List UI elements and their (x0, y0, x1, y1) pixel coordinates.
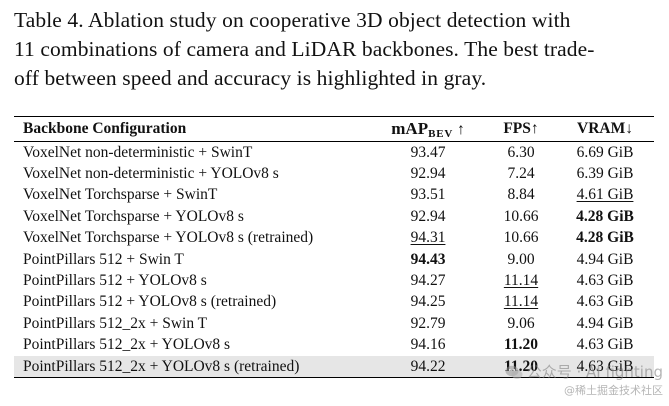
watermark-line-1: 公众号 · AI fighting (505, 363, 663, 384)
cell-fps: 9.06 (507, 314, 535, 332)
cell-map-second-best: 94.31 (410, 229, 446, 247)
cell-map: 94.22 (370, 355, 486, 378)
table-row: VoxelNet non-deterministic + SwinT 93.47… (14, 142, 654, 164)
watermark-line-2: @稀土掘金技术社区 (564, 384, 663, 397)
cell-vram-best: 4.28 GiB (576, 229, 634, 247)
table-row: PointPillars 512 + Swin T 94.43 9.00 4.9… (14, 249, 654, 270)
cell-map-best: 94.43 (410, 250, 446, 268)
cell-map: 94.25 (410, 293, 446, 311)
watermark-text-1: 公众号 · AI fighting (526, 363, 663, 381)
cell-fps-second-best: 11.14 (503, 272, 539, 290)
cell-fps-second-best: 11.14 (503, 293, 539, 311)
caption-line-3: off between speed and accuracy is highli… (14, 66, 487, 90)
header-map-arrow: ↑ (456, 120, 465, 138)
cell-vram: 4.63 GiB (576, 272, 634, 290)
cell-vram: 4.63 GiB (556, 355, 654, 378)
cell-map: 94.16 (410, 336, 446, 354)
table-row: VoxelNet Torchsparse + SwinT 93.51 8.84 … (14, 185, 654, 206)
ablation-table-wrapper: Backbone Configuration mAPBEV ↑ FPS↑ VRA… (14, 116, 654, 378)
cell-config: PointPillars 512 + YOLOv8 s (23, 272, 207, 290)
header-fps: FPS↑ (503, 120, 539, 137)
table-row: PointPillars 512_2x + YOLOv8 s 94.16 11.… (14, 335, 654, 356)
cell-config: PointPillars 512_2x + Swin T (23, 314, 208, 332)
cell-config: VoxelNet Torchsparse + SwinT (23, 186, 218, 204)
header-map-sub: BEV (428, 127, 454, 140)
table-row: PointPillars 512_2x + Swin T 92.79 9.06 … (14, 313, 654, 334)
cell-config: VoxelNet Torchsparse + YOLOv8 s (23, 207, 244, 225)
cell-fps: 10.66 (503, 207, 539, 225)
cell-map: 92.94 (410, 207, 446, 225)
cell-map: 93.51 (410, 186, 446, 204)
cell-map: 92.79 (410, 314, 446, 332)
header-map-main: mAP (391, 118, 429, 138)
cell-config: VoxelNet non-deterministic + SwinT (23, 143, 253, 161)
table-row: VoxelNet Torchsparse + YOLOv8 s (retrain… (14, 228, 654, 249)
table-caption: Table 4. Ablation study on cooperative 3… (14, 6, 664, 93)
cell-fps: 6.30 (507, 143, 535, 161)
cell-vram: 4.63 GiB (576, 293, 634, 311)
cell-vram: 4.94 GiB (576, 314, 634, 332)
cell-vram: 4.94 GiB (576, 250, 634, 268)
ablation-table: Backbone Configuration mAPBEV ↑ FPS↑ VRA… (14, 116, 654, 378)
header-backbone-configuration: Backbone Configuration (23, 120, 187, 137)
caption-line-1: Table 4. Ablation study on cooperative 3… (14, 8, 571, 32)
table-header-row: Backbone Configuration mAPBEV ↑ FPS↑ VRA… (14, 116, 654, 142)
table-row: PointPillars 512 + YOLOv8 s (retrained) … (14, 292, 654, 313)
cell-vram-second-best: 4.61 GiB (576, 186, 634, 204)
cell-config: PointPillars 512_2x + YOLOv8 s (retraine… (14, 355, 370, 378)
wechat-icon (505, 365, 523, 384)
cell-config: PointPillars 512 + YOLOv8 s (retrained) (23, 293, 277, 311)
watermark: 公众号 · AI fighting @稀土掘金技术社区 (505, 363, 663, 398)
table-row: VoxelNet Torchsparse + YOLOv8 s 92.94 10… (14, 206, 654, 227)
cell-fps: 7.24 (507, 165, 535, 183)
table-row: VoxelNet non-deterministic + YOLOv8 s 92… (14, 163, 654, 184)
cell-config: PointPillars 512_2x + YOLOv8 s (23, 336, 231, 354)
cell-fps-best: 11.20 (503, 336, 539, 354)
cell-map: 94.27 (410, 272, 446, 290)
header-map-bev: mAPBEV ↑ (370, 117, 486, 142)
cell-config: VoxelNet Torchsparse + YOLOv8 s (retrain… (23, 229, 314, 247)
cell-vram: 6.39 GiB (576, 165, 634, 183)
cell-vram: 6.69 GiB (576, 143, 634, 161)
table-row: PointPillars 512 + YOLOv8 s 94.27 11.14 … (14, 270, 654, 291)
cell-map: 92.94 (410, 165, 446, 183)
cell-vram: 4.63 GiB (576, 336, 634, 354)
cell-config: PointPillars 512 + Swin T (23, 250, 184, 268)
caption-line-2: 11 combinations of camera and LiDAR back… (14, 37, 595, 61)
cell-vram-best: 4.28 GiB (576, 207, 634, 225)
cell-map: 93.47 (410, 143, 446, 161)
cell-fps: 8.84 (507, 186, 535, 204)
header-vram: VRAM↓ (577, 120, 633, 137)
table-row-highlighted: PointPillars 512_2x + YOLOv8 s (retraine… (14, 355, 654, 378)
cell-fps: 9.00 (507, 250, 535, 268)
cell-fps: 10.66 (503, 229, 539, 247)
cell-config: VoxelNet non-deterministic + YOLOv8 s (23, 165, 279, 183)
